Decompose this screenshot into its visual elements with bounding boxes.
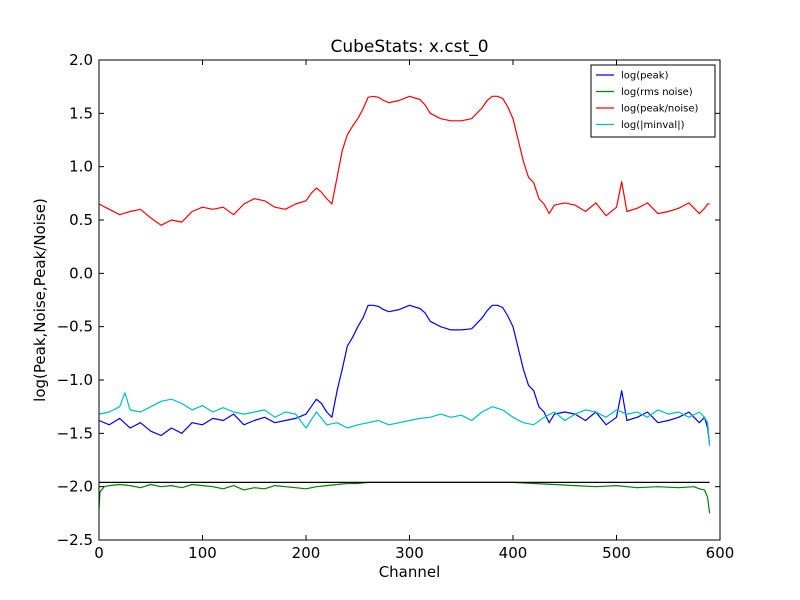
y-tick-label: 2.0: [69, 51, 93, 69]
legend-label: log(peak/noise): [621, 104, 699, 115]
legend-label: log(|minval|): [621, 120, 685, 131]
series-line-0: [98, 304, 711, 445]
y-tick-label: −1.0: [57, 371, 93, 389]
legend-label: log(peak): [621, 71, 669, 82]
x-tick-label: 500: [602, 544, 631, 562]
x-tick-label: 300: [395, 544, 424, 562]
x-tick-label: 400: [499, 544, 528, 562]
x-tick-label: 600: [706, 544, 735, 562]
y-tick-label: −0.5: [57, 318, 93, 336]
y-tick-label: 1.5: [69, 104, 93, 122]
series-layer: [98, 95, 711, 514]
x-tick-label: 100: [188, 544, 217, 562]
y-tick-label: 1.0: [69, 158, 93, 176]
series-line-1: [98, 481, 711, 514]
legend: log(peak) log(rms noise) log(peak/noise) lo…: [590, 64, 716, 138]
legend-label: log(rms noise): [621, 87, 693, 98]
y-tick-label: −1.5: [57, 424, 93, 442]
series-line-3: [98, 392, 711, 447]
y-tick-label: −2.0: [57, 478, 93, 496]
y-tick-label: −2.5: [57, 531, 93, 549]
y-tick-label: 0.5: [69, 211, 93, 229]
y-axis-label: log(Peak,Noise,Peak/Noise): [31, 198, 49, 402]
ticks-layer: 0 100 200 300 400 500 600 −2.5 −2.0 −1.5 −1.0 −0.5 0…: [57, 51, 735, 562]
chart-title: CubeStats: x.cst_0: [330, 37, 488, 57]
x-tick-label: 0: [94, 544, 104, 562]
x-axis-label: Channel: [379, 563, 441, 581]
y-tick-label: 0.0: [69, 264, 93, 282]
x-tick-label: 200: [292, 544, 321, 562]
series-line-2: [98, 95, 710, 226]
